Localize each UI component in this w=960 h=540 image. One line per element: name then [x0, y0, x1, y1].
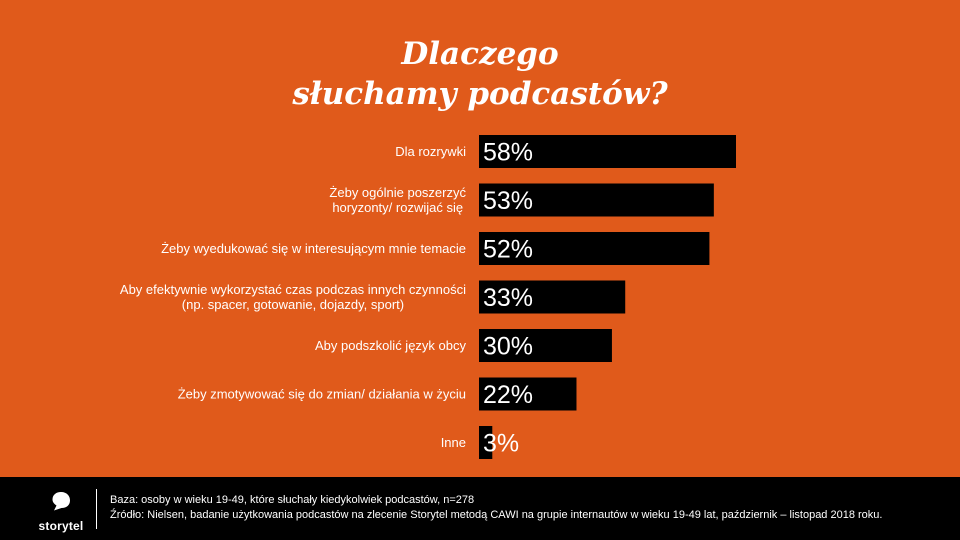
logo-text: storytel [38, 519, 84, 533]
bar-1 [479, 135, 736, 168]
footer-divider [96, 489, 97, 529]
category-label-7: Inne [441, 435, 466, 450]
bar-2 [479, 183, 714, 217]
bar-5 [479, 329, 612, 362]
source-note: Źródło: Nielsen, badanie użytkowania pod… [110, 509, 883, 521]
bar-4 [479, 280, 626, 314]
category-label-3: Żeby wyedukować się w interesującym mnie… [161, 241, 466, 256]
bar-chart: 58% Dla rozrywki 53% Żeby ogólnie poszerzyć… [120, 135, 736, 459]
value-label-5: 30% [483, 333, 533, 361]
category-label-2: Żeby ogólnie poszerzyć horyzonty/ rozwija… [329, 185, 466, 215]
value-label-7: 3% [483, 430, 519, 458]
footer-notes: Baza: osoby w wieku 19-49, które słuchał… [110, 493, 882, 523]
category-label-5: Aby podszkolić język obcy [315, 338, 467, 353]
category-label-6: Żeby zmotywować się do zmian/ działania … [178, 387, 466, 402]
footer: storytel Baza: osoby w wieku 19-49, któr… [0, 477, 960, 540]
category-label-1: Dla rozrywki [395, 144, 466, 159]
storytel-logo: storytel [30, 490, 92, 533]
chart-title: Dlaczego słuchamy podcastów? [0, 34, 960, 114]
value-label-6: 22% [483, 381, 533, 409]
chart-title-line-2: słuchamy podcastów? [292, 76, 668, 112]
value-label-4: 33% [483, 284, 533, 312]
category-label-4: Aby efektywnie wykorzystać czas podczas … [120, 282, 466, 312]
storytel-logo-icon [52, 492, 70, 511]
base-note: Baza: osoby w wieku 19-49, które słuchał… [110, 494, 475, 506]
value-label-1: 58% [483, 139, 533, 167]
value-label-2: 53% [483, 187, 533, 215]
bar-6 [479, 377, 577, 411]
bar-7 [479, 426, 493, 459]
chart-title-line-1: Dlaczego [401, 36, 559, 72]
bar-3 [479, 232, 710, 265]
value-label-3: 52% [483, 236, 533, 264]
